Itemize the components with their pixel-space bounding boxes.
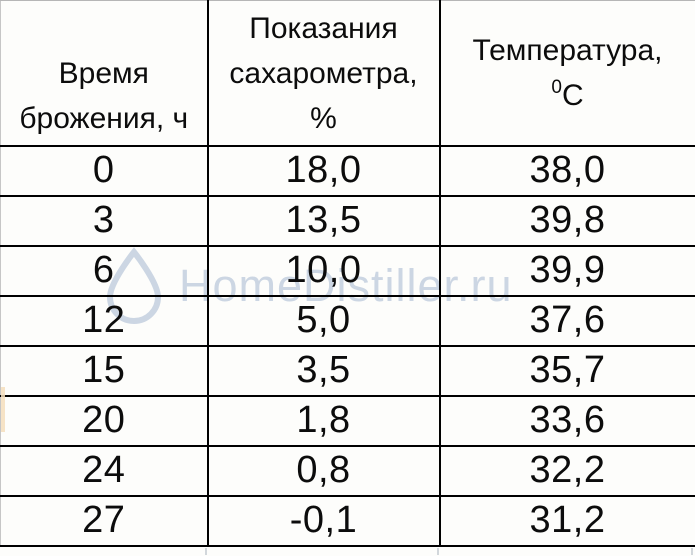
header-line: Показания [249, 12, 398, 45]
cell-temperature: 35,7 [438, 344, 695, 397]
header-line: Время [58, 56, 149, 90]
header-row: Время брожения, ч Показания сахарометра,… [0, 0, 695, 147]
cell-temperature: 37,6 [438, 294, 695, 347]
table-row: 12 5,0 37,6 [0, 294, 695, 347]
header-temperature: Температура, 0C [438, 0, 695, 147]
cell-saccharometer-reading: 0,8 [206, 444, 441, 497]
header-fermentation-time: Время брожения, ч [0, 0, 209, 147]
cell-fermentation-time: 15 [0, 344, 209, 397]
cell-temperature: 39,9 [438, 244, 695, 297]
grid-line-stub [437, 548, 439, 555]
scan-artifact [1, 387, 5, 432]
cell-fermentation-time: 0 [0, 144, 209, 197]
cell-fermentation-time: 24 [0, 444, 209, 497]
header-saccharometer-reading: Показания сахарометра, % [206, 0, 441, 147]
header-line: брожения, ч [19, 101, 189, 135]
cell-fermentation-time: 20 [0, 394, 209, 447]
cell-temperature: 33,6 [438, 394, 695, 447]
cell-fermentation-time: 3 [0, 194, 209, 247]
table-row: 15 3,5 35,7 [0, 344, 695, 397]
cell-saccharometer-reading: 1,8 [206, 394, 441, 447]
cell-temperature: 38,0 [438, 144, 695, 197]
table-body: 0 18,0 38,0 3 13,5 39,8 6 10,0 39,9 12 5… [0, 144, 695, 547]
table-row: 20 1,8 33,6 [0, 394, 695, 447]
cell-saccharometer-reading: 10,0 [206, 244, 441, 297]
cell-temperature: 39,8 [438, 194, 695, 247]
cell-saccharometer-reading: 13,5 [206, 194, 441, 247]
cell-fermentation-time: 27 [0, 494, 209, 547]
table-row: 6 10,0 39,9 [0, 244, 695, 297]
cell-fermentation-time: 6 [0, 244, 209, 297]
header-line: % [310, 102, 337, 135]
cell-temperature: 32,2 [438, 444, 695, 497]
header-line: сахарометра, [229, 57, 418, 90]
table-row: 3 13,5 39,8 [0, 194, 695, 247]
header-line: Температура, [472, 33, 663, 67]
table-row: 27 -0,1 31,2 [0, 494, 695, 547]
cell-fermentation-time: 12 [0, 294, 209, 347]
cell-saccharometer-reading: -0,1 [206, 494, 441, 547]
degree-unit: C [561, 78, 584, 112]
table-row: 24 0,8 32,2 [0, 444, 695, 497]
table-header: Время брожения, ч Показания сахарометра,… [0, 0, 695, 147]
grid-line-stub [205, 548, 207, 555]
header-degree-line: 0C [441, 73, 695, 118]
cell-saccharometer-reading: 5,0 [206, 294, 441, 347]
cell-saccharometer-reading: 3,5 [206, 344, 441, 397]
cell-temperature: 31,2 [438, 494, 695, 547]
grid-line-stub [691, 548, 693, 555]
table-row: 0 18,0 38,0 [0, 144, 695, 197]
cell-saccharometer-reading: 18,0 [206, 144, 441, 197]
degree-superscript: 0 [551, 76, 562, 98]
